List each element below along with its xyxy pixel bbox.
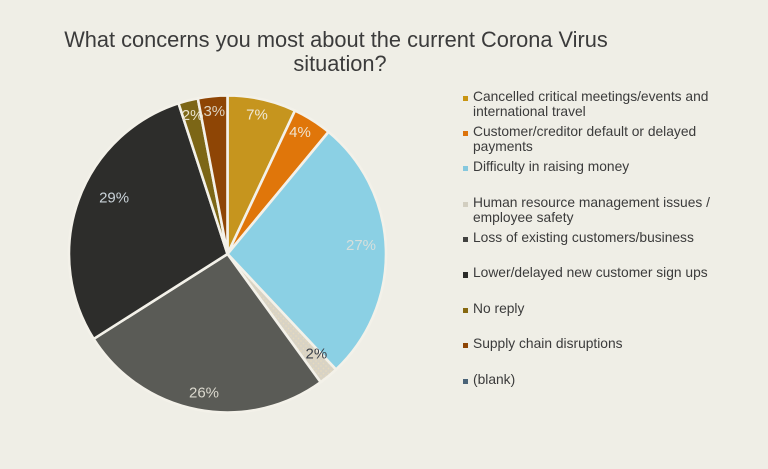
svg-text:26%: 26% (189, 385, 219, 402)
svg-text:3%: 3% (203, 103, 225, 120)
svg-text:2%: 2% (306, 345, 328, 362)
svg-text:7%: 7% (246, 106, 268, 123)
svg-text:2%: 2% (182, 107, 204, 124)
svg-text:27%: 27% (346, 237, 376, 254)
svg-text:29%: 29% (99, 189, 129, 206)
svg-text:4%: 4% (289, 124, 311, 141)
